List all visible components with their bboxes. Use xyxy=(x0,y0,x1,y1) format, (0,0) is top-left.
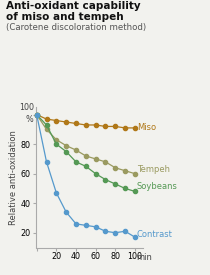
Text: Miso: Miso xyxy=(137,123,156,133)
Text: Anti-oxidant capability: Anti-oxidant capability xyxy=(6,1,141,11)
Text: Tempeh: Tempeh xyxy=(137,165,170,174)
Text: Contrast: Contrast xyxy=(137,230,173,239)
Text: %: % xyxy=(26,115,34,124)
Text: (Carotene discoloration method): (Carotene discoloration method) xyxy=(6,23,146,32)
Text: of miso and tempeh: of miso and tempeh xyxy=(6,12,124,22)
Text: 100: 100 xyxy=(19,103,34,112)
Text: Soybeans: Soybeans xyxy=(137,183,178,191)
Text: min: min xyxy=(136,253,152,262)
Y-axis label: Relative anti-oxidation: Relative anti-oxidation xyxy=(9,130,18,225)
